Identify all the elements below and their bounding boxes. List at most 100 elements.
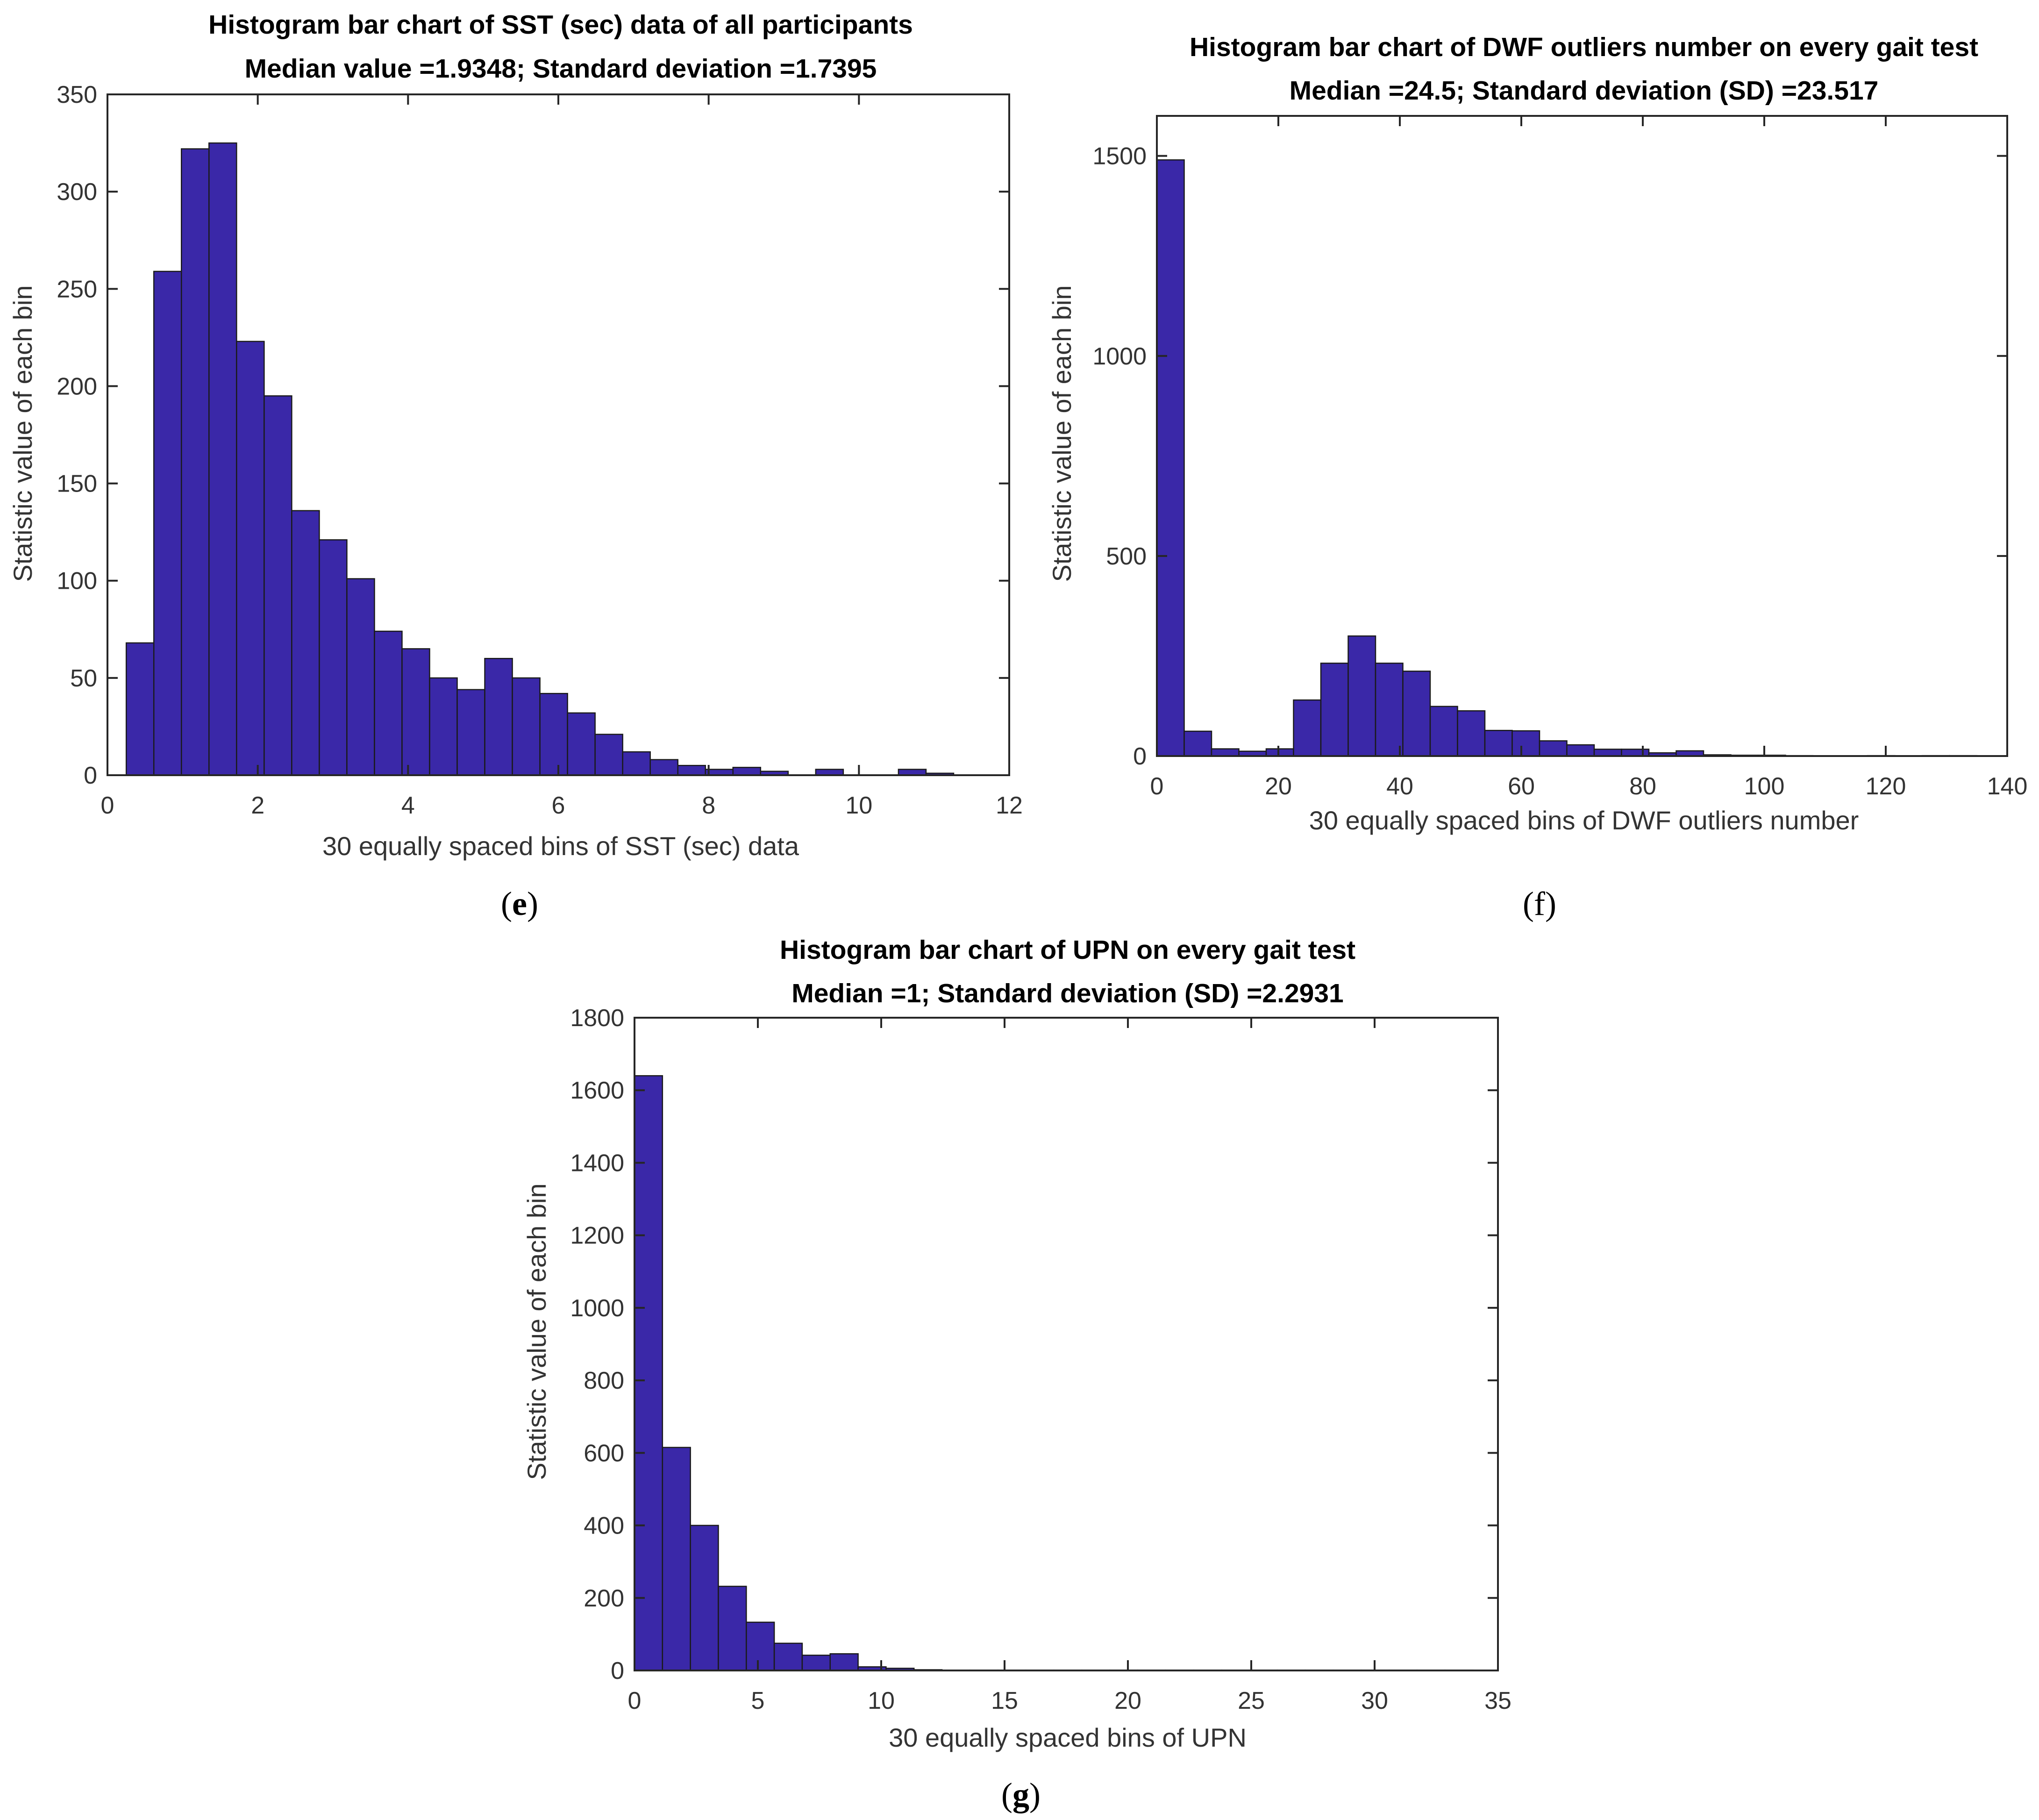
histogram-bar-upn (746, 1621, 775, 1671)
x-axis-label-upn: 30 equally spaced bins of UPN (889, 1723, 1247, 1752)
histogram-bar-sst (291, 510, 320, 776)
x-tick-label-upn: 0 (628, 1687, 642, 1714)
y-tick-label-dwf: 1000 (1092, 343, 1147, 370)
panel-label-g-letter: g (1012, 1776, 1029, 1813)
x-tick-label-upn: 25 (1238, 1687, 1265, 1714)
x-tick-label-dwf: 20 (1265, 773, 1292, 800)
bars-dwf (1156, 159, 1978, 757)
y-tick-label-upn: 400 (584, 1513, 624, 1540)
panel-label-e: (e) (501, 885, 538, 922)
bars-upn (634, 1075, 1474, 1671)
y-tick-label-upn: 1000 (570, 1295, 624, 1322)
histogram-chart-dwf: Histogram bar chart of DWF outliers numb… (1047, 32, 2027, 835)
y-tick-label-upn: 0 (611, 1657, 624, 1684)
panel-label-g: (g) (1001, 1776, 1041, 1813)
x-tick-label-upn: 35 (1484, 1687, 1511, 1714)
histogram-bar-dwf (1429, 706, 1458, 757)
histogram-bar-dwf (1183, 730, 1212, 757)
histogram-bar-sst (319, 539, 348, 776)
chart-title-upn: Histogram bar chart of UPN on every gait… (780, 935, 1355, 965)
histogram-bar-upn (634, 1075, 663, 1671)
histogram-bar-dwf (1375, 663, 1404, 757)
histogram-bar-dwf (1265, 748, 1294, 757)
y-tick-label-sst: 300 (57, 178, 97, 206)
histogram-bar-sst (649, 759, 678, 776)
x-tick-label-sst: 0 (101, 792, 114, 819)
histogram-bar-sst (374, 630, 403, 776)
plot-frame-upn (634, 1017, 1499, 1671)
histogram-bar-dwf (1593, 749, 1622, 757)
x-tick-label-dwf: 100 (1744, 773, 1785, 800)
x-axis-label-dwf: 30 equally spaced bins of DWF outliers n… (1309, 806, 1859, 835)
histogram-chart-upn: Histogram bar chart of UPN on every gait… (522, 935, 1511, 1752)
x-tick-label-dwf: 60 (1508, 773, 1535, 800)
x-tick-label-upn: 15 (991, 1687, 1018, 1714)
ticks-upn: 0 5 10 15 20 25 30 35 0 200 400 600 800 1000 1200 1400 1… (570, 1005, 1511, 1714)
panel-label-f-letter: f (1534, 885, 1545, 922)
plot-frame-dwf (1156, 115, 2008, 757)
x-axis-label-sst: 30 equally spaced bins of SST (sec) data (322, 831, 799, 861)
x-tick-label-dwf: 80 (1629, 773, 1656, 800)
histogram-bar-dwf (1156, 159, 1185, 757)
y-tick-label-dwf: 500 (1106, 543, 1147, 570)
histogram-bar-dwf (1211, 748, 1240, 757)
histogram-bar-dwf (1621, 749, 1650, 757)
histogram-bar-sst (429, 677, 458, 776)
y-axis-label-dwf: Statistic value of each bin (1047, 285, 1077, 582)
histogram-bar-dwf (1320, 663, 1349, 757)
y-tick-label-sst: 0 (84, 762, 97, 789)
histogram-bar-sst (594, 734, 623, 776)
x-tick-label-sst: 10 (845, 792, 872, 819)
y-tick-label-sst: 250 (57, 276, 97, 303)
x-tick-label-dwf: 120 (1866, 773, 1906, 800)
histogram-bar-upn (773, 1642, 803, 1671)
histogram-bar-sst (264, 395, 292, 776)
x-tick-label-sst: 12 (996, 792, 1023, 819)
histogram-bar-upn (690, 1525, 719, 1671)
chart-subtitle-sst: Median value =1.9348; Standard deviation… (245, 54, 877, 84)
histogram-bar-sst (622, 751, 651, 776)
x-tick-label-upn: 5 (751, 1687, 765, 1714)
x-tick-label-sst: 2 (251, 792, 264, 819)
panel-label-f: (f) (1523, 885, 1556, 922)
histogram-bar-sst (236, 341, 265, 776)
histogram-bar-dwf (1457, 710, 1486, 757)
histogram-bar-upn (718, 1585, 747, 1671)
histogram-bar-sst (153, 271, 182, 776)
panel-label-g-close: ) (1029, 1776, 1041, 1813)
histogram-bar-sst (401, 648, 430, 776)
y-tick-label-upn: 1200 (570, 1222, 624, 1249)
x-tick-label-dwf: 140 (1987, 773, 2028, 800)
histogram-bar-upn (829, 1653, 859, 1671)
chart-subtitle-upn: Median =1; Standard deviation (SD) =2.29… (791, 978, 1344, 1008)
ticks-dwf: 0 20 40 60 80 100 120 140 0 500 1000 1500 (1092, 116, 2027, 800)
y-tick-label-sst: 50 (70, 665, 97, 692)
plot-frame-sst (107, 93, 1010, 776)
histogram-bar-sst (181, 148, 210, 776)
histogram-bar-sst (456, 689, 485, 776)
y-tick-label-upn: 1800 (570, 1005, 624, 1032)
histogram-bar-dwf (1402, 671, 1431, 757)
histogram-bar-upn (662, 1447, 691, 1671)
y-tick-label-dwf: 1500 (1092, 143, 1147, 170)
histogram-bar-sst (732, 767, 762, 776)
y-tick-label-upn: 1400 (570, 1149, 624, 1177)
x-tick-label-upn: 10 (868, 1687, 895, 1714)
histogram-bar-dwf (1293, 699, 1322, 757)
histogram-bar-sst (539, 692, 568, 776)
panel-label-e-open: ( (501, 885, 512, 922)
y-tick-label-sst: 150 (57, 471, 97, 498)
histogram-bar-dwf (1484, 729, 1513, 757)
x-tick-label-upn: 20 (1114, 1687, 1141, 1714)
y-tick-label-upn: 200 (584, 1585, 624, 1612)
x-tick-label-sst: 6 (552, 792, 565, 819)
histogram-bar-sst (346, 578, 375, 776)
histogram-bar-upn (801, 1655, 831, 1671)
y-tick-label-upn: 800 (584, 1367, 624, 1394)
bars-sst (125, 142, 955, 776)
x-tick-label-upn: 30 (1361, 1687, 1388, 1714)
y-axis-label-sst: Statistic value of each bin (8, 285, 37, 582)
histogram-bar-dwf (1347, 635, 1376, 757)
x-tick-label-sst: 4 (401, 792, 415, 819)
